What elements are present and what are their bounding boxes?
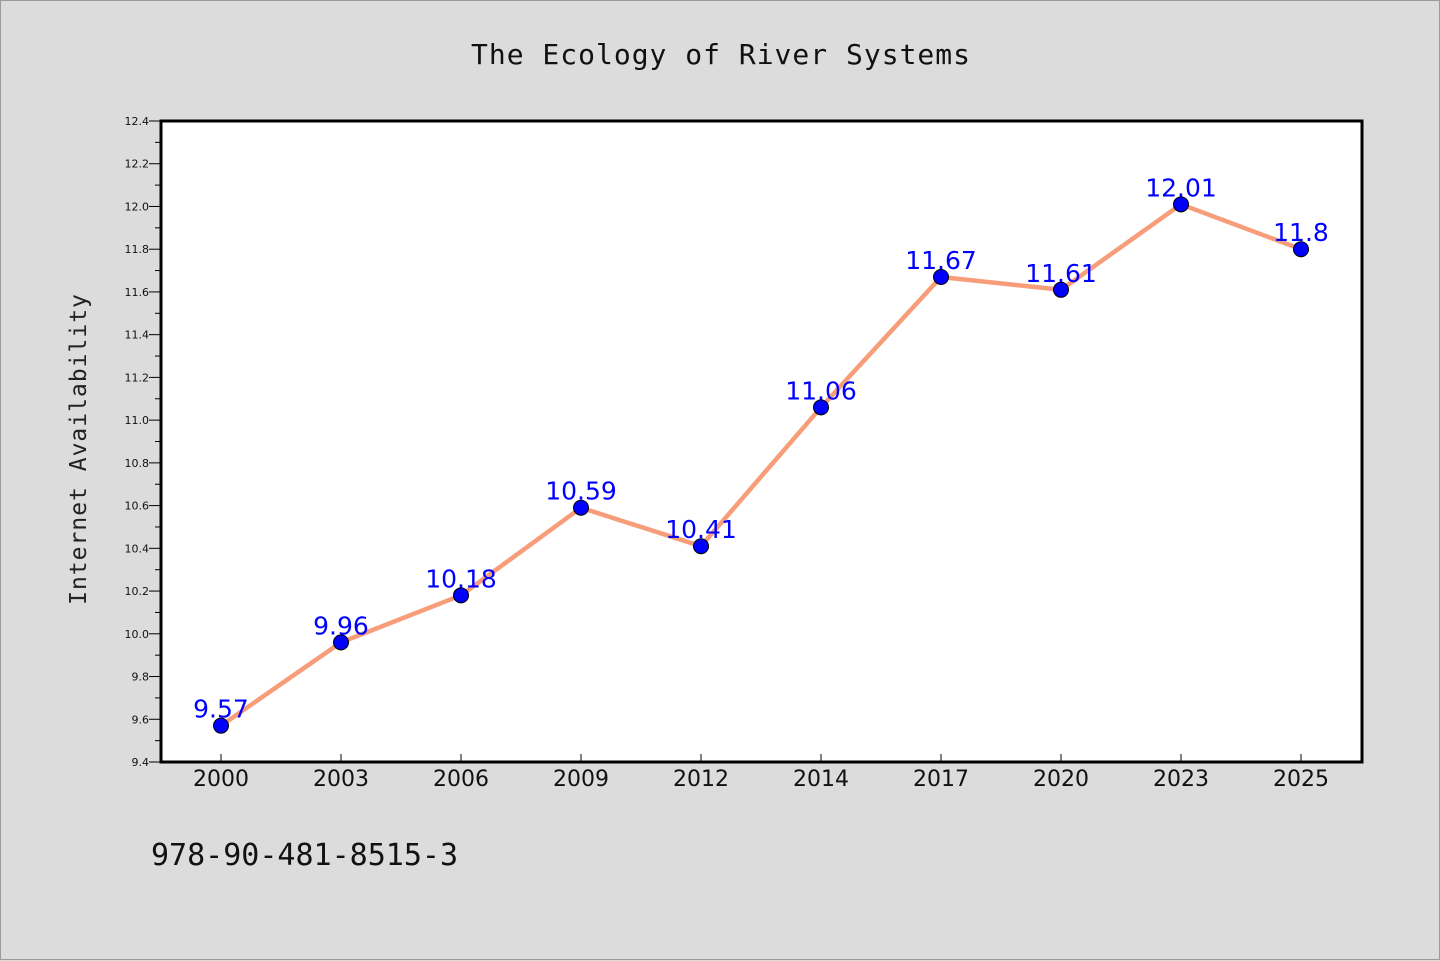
data-point-marker — [1173, 196, 1189, 213]
series-group — [213, 196, 1309, 734]
x-tick-label: 2012 — [673, 767, 729, 792]
data-label: 9.96 — [313, 611, 369, 640]
data-label: 10.18 — [425, 564, 497, 593]
y-axis: 9.4 9.6 9.8 10.0 10.2 10.4 10.6 10.8 11.0 11.2 11.… — [125, 115, 161, 769]
y-tick-label: 9.8 — [132, 671, 150, 684]
data-label: 12.01 — [1145, 173, 1217, 202]
y-tick-label: 12.2 — [125, 158, 150, 171]
plot-area — [159, 119, 1364, 764]
data-labels: 9.57 9.96 10.18 10.59 10.41 11.06 11.67 11.61 12… — [193, 173, 1329, 723]
data-point-marker — [1293, 241, 1309, 258]
x-tick-label: 2009 — [553, 767, 609, 792]
data-point-marker — [693, 538, 709, 555]
data-label: 11.8 — [1273, 218, 1329, 247]
data-label: 9.57 — [193, 695, 249, 724]
x-tick-label: 2017 — [913, 767, 969, 792]
data-label: 11.06 — [785, 376, 857, 405]
y-tick-label: 10.2 — [125, 585, 150, 598]
y-tick-label: 9.4 — [132, 756, 150, 769]
data-point-marker — [1053, 281, 1069, 298]
y-tick-label: 11.8 — [125, 243, 150, 256]
x-axis: 2000 2003 2006 2009 2012 2014 2017 2020 2023 2025 — [193, 754, 1329, 792]
data-point-marker — [813, 399, 829, 416]
data-point-marker — [933, 268, 949, 285]
y-tick-label: 11.6 — [125, 286, 150, 299]
x-tick-label: 2020 — [1033, 767, 1089, 792]
x-tick-label: 2014 — [793, 767, 849, 792]
data-point-marker — [333, 634, 349, 651]
y-tick-label: 11.2 — [125, 371, 150, 384]
chart-title: The Ecology of River Systems — [471, 38, 971, 71]
y-tick-label: 10.0 — [125, 628, 150, 641]
y-tick-label: 12.4 — [125, 115, 150, 128]
series-line — [218, 202, 1304, 728]
data-label: 11.67 — [905, 246, 977, 275]
y-tick-label: 10.4 — [125, 542, 150, 555]
y-axis-label: Internet Availability — [66, 293, 92, 605]
x-tick-label: 2025 — [1273, 767, 1329, 792]
y-tick-label: 11.4 — [125, 329, 150, 342]
y-tick-label: 9.6 — [132, 713, 150, 726]
data-label: 10.41 — [665, 515, 737, 544]
data-label: 11.61 — [1025, 259, 1097, 288]
y-tick-label: 11.0 — [125, 414, 150, 427]
data-point-marker — [453, 587, 469, 604]
data-point-marker — [213, 717, 229, 734]
y-tick-label: 12.0 — [125, 200, 150, 213]
x-tick-label: 2006 — [433, 767, 489, 792]
y-tick-label: 10.6 — [125, 500, 150, 513]
x-tick-label: 2023 — [1153, 767, 1209, 792]
data-label: 10.59 — [545, 477, 617, 506]
x-tick-label: 2003 — [313, 767, 369, 792]
footer-isbn: 978-90-481-8515-3 — [151, 838, 458, 873]
data-point-marker — [573, 499, 589, 516]
y-tick-label: 10.8 — [125, 457, 150, 470]
x-tick-label: 2000 — [193, 767, 249, 792]
